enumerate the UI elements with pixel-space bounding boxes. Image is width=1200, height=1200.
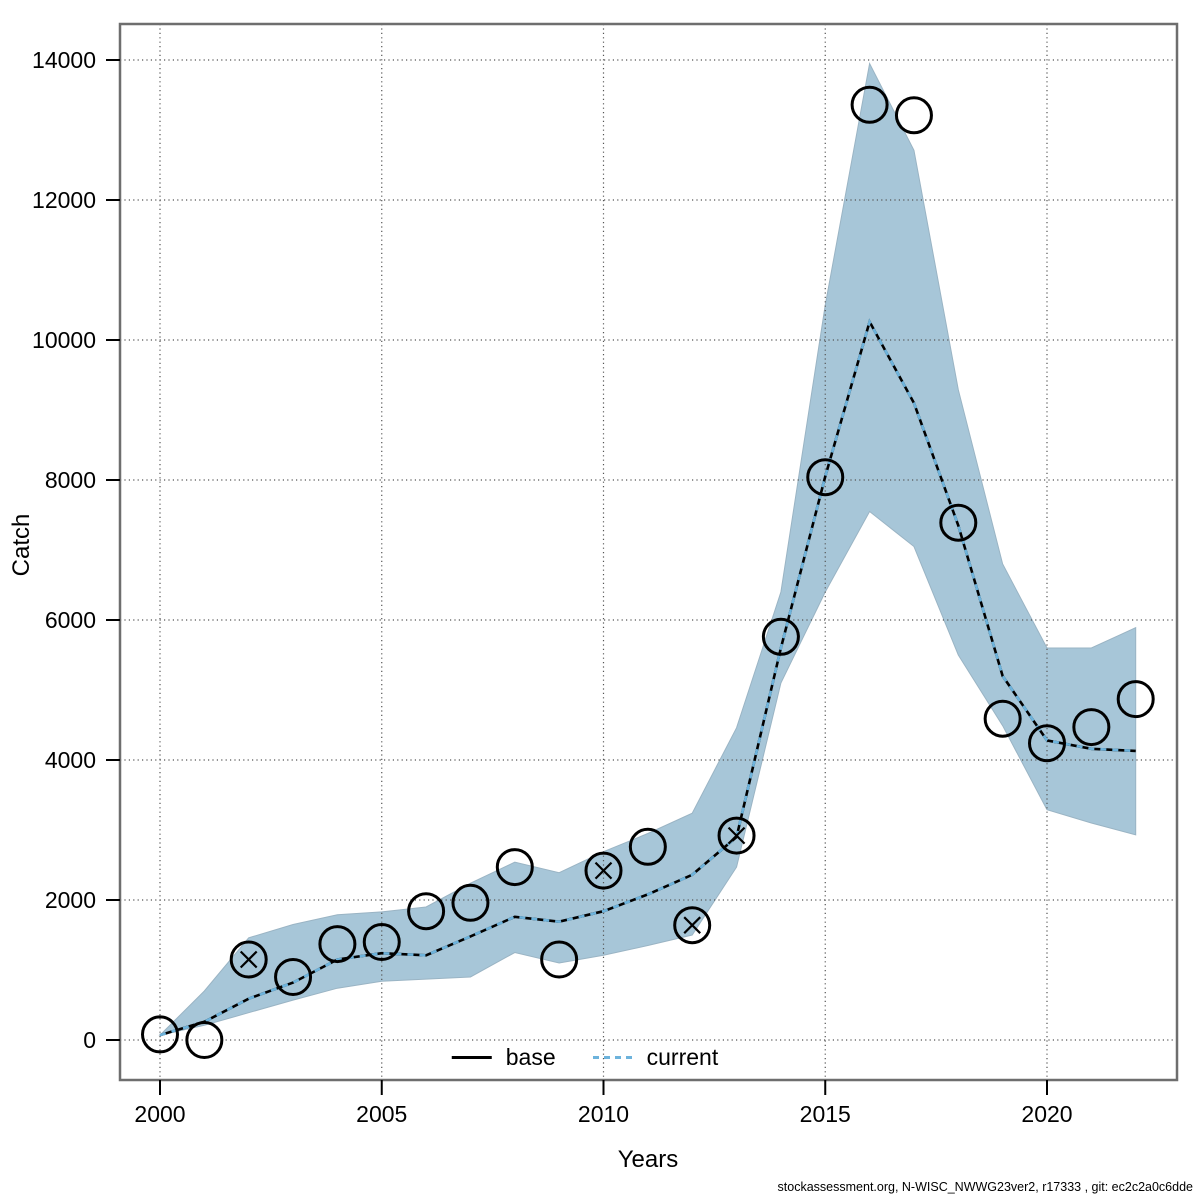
y-axis-title: Catch [8, 513, 35, 577]
x-tick-label: 2010 [578, 1101, 629, 1127]
observation-point [1028, 724, 1066, 763]
x-tick-label: 2000 [134, 1101, 185, 1127]
current-line [159, 318, 1136, 1037]
observation-cross [594, 861, 613, 880]
observation-point [628, 827, 667, 866]
observation-point [717, 816, 756, 855]
y-tick-label: 4000 [45, 747, 96, 773]
observation-point [274, 958, 313, 996]
y-tick-label: 2000 [45, 887, 96, 913]
observation-point [584, 851, 623, 890]
observation-point [983, 699, 1022, 738]
observation-point [407, 892, 446, 931]
observation-point [362, 923, 401, 961]
y-tick-label: 6000 [45, 607, 96, 633]
axes: 0 2000 4000 6000 8000 10000 12000 14000 2000 2005… [32, 47, 1073, 1127]
x-tick-label: 2015 [800, 1101, 851, 1127]
legend-base-label: base [505, 1044, 556, 1070]
footer-caption: stockassessment.org, N-WISC_NWWG23ver2, … [777, 1180, 1193, 1194]
x-tick-label: 2020 [1021, 1101, 1072, 1127]
observation-point [1072, 708, 1111, 747]
y-tick-label: 12000 [32, 187, 96, 213]
observation-point [850, 85, 889, 124]
band-polygon [158, 61, 1137, 1036]
legend-base-line-swatch [451, 1056, 492, 1059]
y-tick-label: 8000 [45, 467, 96, 493]
y-tick-label: 14000 [32, 47, 96, 73]
confidence-band [158, 61, 1137, 1036]
observation-point [540, 940, 579, 979]
observation-cross [727, 826, 746, 845]
y-tick-label: 0 [83, 1027, 96, 1053]
plot-box [118, 22, 1179, 1082]
legend: base current [451, 1044, 719, 1071]
observation-point [141, 1015, 179, 1054]
legend-current-label: current [646, 1044, 719, 1070]
observation-point [761, 617, 800, 656]
observation-point [451, 883, 490, 922]
plot-border [118, 22, 1179, 1082]
observation-point [1116, 680, 1155, 719]
observation-cross [683, 916, 701, 934]
observation-point [318, 925, 357, 964]
observation-point [673, 906, 712, 945]
legend-current-line-swatch [592, 1056, 633, 1059]
observation-point [495, 848, 534, 887]
observation-point [806, 458, 845, 497]
observation-point [894, 96, 933, 135]
y-tick-label: 10000 [32, 327, 96, 353]
fit-lines [159, 318, 1136, 1037]
gridlines [120, 24, 1177, 1080]
observation-cross [239, 950, 258, 969]
observation-point [185, 1021, 224, 1059]
observation-point [939, 503, 978, 542]
x-axis-title: Years [617, 1146, 679, 1173]
x-tick-label: 2005 [356, 1101, 407, 1127]
observations [141, 85, 1155, 1059]
observation-point [229, 940, 268, 979]
